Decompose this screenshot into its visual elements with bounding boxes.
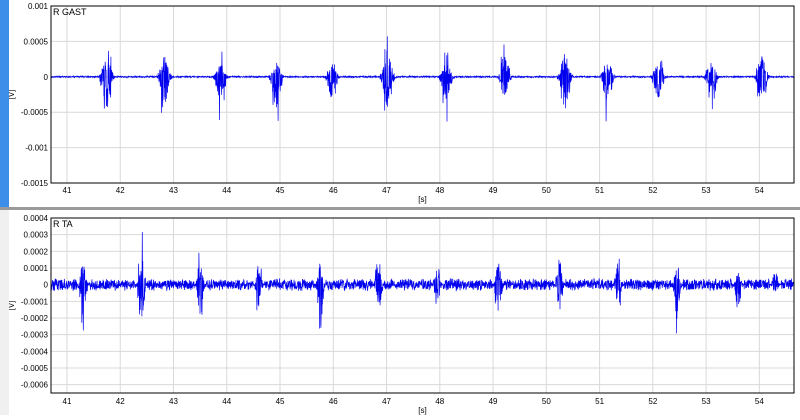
y-tick-label: -0.0005 — [21, 108, 49, 117]
x-tick-label: 48 — [435, 186, 444, 195]
ta-y-axis-label: [V] — [7, 301, 16, 311]
x-tick-label: 48 — [435, 397, 444, 406]
y-tick-label: -0.001 — [25, 144, 48, 153]
x-tick-label: 52 — [648, 397, 657, 406]
y-tick-label: -0.0001 — [21, 297, 49, 306]
x-tick-label: 42 — [116, 397, 125, 406]
y-tick-label: -0.0003 — [21, 331, 49, 340]
y-tick-label: 0.0002 — [24, 247, 49, 256]
y-tick-label: 0 — [44, 73, 49, 82]
x-tick-label: 49 — [489, 186, 498, 195]
x-tick-label: 41 — [63, 397, 72, 406]
y-tick-label: -0.0015 — [21, 179, 49, 188]
ta-x-ticks: 41 42 43 44 45 46 47 48 49 50 51 52 53 54 — [63, 397, 765, 406]
gast-signal-trace — [50, 36, 795, 122]
gast-plot-frame — [50, 5, 795, 184]
y-tick-label: 0.0003 — [24, 231, 49, 240]
gast-x-ticks: 41 42 43 44 45 46 47 48 49 50 51 52 53 54 — [63, 186, 765, 195]
x-tick-label: 41 — [63, 186, 72, 195]
x-tick-label: 44 — [222, 397, 231, 406]
x-tick-label: 50 — [542, 397, 551, 406]
x-tick-label: 43 — [169, 186, 178, 195]
x-tick-label: 53 — [702, 186, 711, 195]
x-tick-label: 47 — [382, 397, 391, 406]
gast-channel-panel[interactable]: -0.0015 -0.001 -0.0005 0 0.0005 0.001 41 42 43 4… — [0, 0, 800, 207]
y-tick-label: 0.0005 — [24, 37, 49, 46]
x-tick-label: 47 — [382, 186, 391, 195]
x-tick-label: 46 — [329, 186, 338, 195]
gast-y-axis-label: [V] — [7, 90, 16, 100]
panel-splitter[interactable] — [0, 207, 800, 210]
x-tick-label: 54 — [755, 397, 764, 406]
gast-x-axis-label: [s] — [418, 195, 426, 204]
y-tick-label: 0.0001 — [24, 264, 49, 273]
y-tick-label: -0.0004 — [21, 347, 49, 356]
x-tick-label: 53 — [702, 397, 711, 406]
y-tick-label: 0 — [44, 281, 49, 290]
ta-y-ticks: -0.0006 -0.0005 -0.0004 -0.0003 -0.0002 -0.00… — [21, 214, 49, 390]
gast-channel-label: R GAST — [53, 7, 87, 17]
ta-plot-frame — [50, 217, 795, 394]
x-tick-label: 50 — [542, 186, 551, 195]
x-tick-label: 43 — [169, 397, 178, 406]
active-channel-indicator — [0, 0, 9, 207]
x-tick-label: 45 — [276, 186, 285, 195]
x-tick-label: 49 — [489, 397, 498, 406]
x-tick-label: 42 — [116, 186, 125, 195]
x-tick-label: 44 — [222, 186, 231, 195]
x-tick-label: 54 — [755, 186, 764, 195]
y-tick-label: 0.001 — [28, 2, 49, 11]
channel-indicator — [0, 210, 9, 415]
x-tick-label: 52 — [648, 186, 657, 195]
y-tick-label: 0.0004 — [24, 214, 49, 223]
y-tick-label: -0.0005 — [21, 364, 49, 373]
ta-channel-panel[interactable]: -0.0006 -0.0005 -0.0004 -0.0003 -0.0002 -0.00… — [0, 210, 800, 415]
ta-grid — [51, 217, 794, 393]
ta-channel-label: R TA — [53, 219, 73, 229]
x-tick-label: 51 — [595, 186, 604, 195]
ta-x-axis-label: [s] — [418, 406, 426, 415]
x-tick-label: 46 — [329, 397, 338, 406]
x-tick-label: 45 — [276, 397, 285, 406]
ta-emg-chart: -0.0006 -0.0005 -0.0004 -0.0003 -0.0002 -0.00… — [7, 214, 795, 415]
x-tick-label: 51 — [595, 397, 604, 406]
ta-signal-trace — [50, 231, 795, 334]
y-tick-label: -0.0006 — [21, 381, 49, 390]
gast-y-ticks: -0.0015 -0.001 -0.0005 0 0.0005 0.001 — [21, 2, 49, 188]
y-tick-label: -0.0002 — [21, 314, 49, 323]
